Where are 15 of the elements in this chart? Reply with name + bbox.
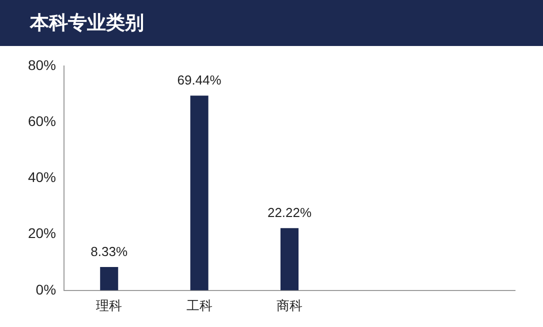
y-tick-label: 20% [28, 225, 56, 242]
bar [100, 267, 118, 290]
y-tick-label: 60% [28, 112, 56, 129]
bar [280, 228, 299, 290]
y-tick-label: 40% [28, 169, 56, 186]
x-tick-label: 工科 [186, 298, 212, 313]
x-tick-label: 商科 [276, 298, 303, 313]
chart-title: 本科专业类别 [0, 0, 543, 46]
data-label: 22.22% [267, 205, 312, 220]
bar [190, 96, 208, 290]
x-tick-label: 理科 [96, 298, 122, 313]
y-tick-label: 0% [36, 281, 56, 298]
y-tick-label: 80% [28, 56, 56, 73]
data-label: 69.44% [177, 72, 222, 88]
data-label: 8.33% [90, 244, 128, 260]
